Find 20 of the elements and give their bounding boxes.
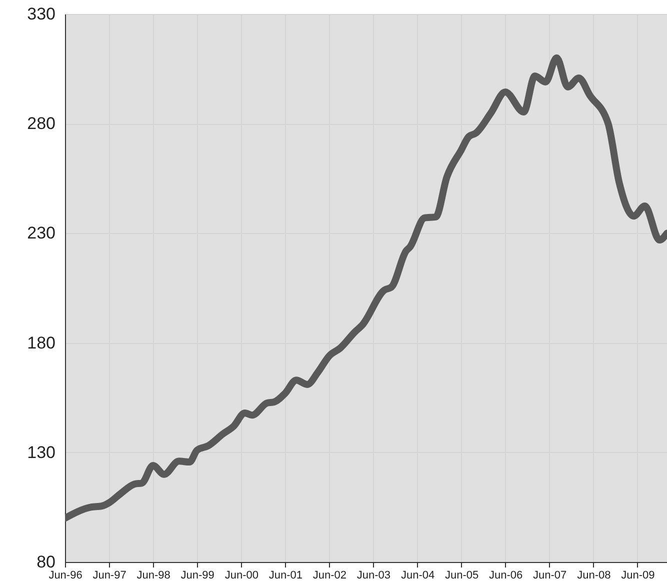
y-tick-label: 330: [27, 4, 56, 24]
x-tick-label: Jun-00: [224, 570, 258, 582]
x-tick-label: Jun-01: [268, 570, 302, 582]
y-tick-label: 80: [36, 552, 56, 572]
x-tick-label: Jun-02: [312, 570, 346, 582]
y-tick-label: 280: [27, 114, 56, 134]
x-tick-label: Jun-98: [136, 570, 170, 582]
x-tick-label: Jun-04: [400, 570, 435, 582]
x-tick-label: Jun-03: [356, 570, 390, 582]
y-tick-label: 230: [27, 224, 56, 243]
y-tick-label: 180: [27, 333, 56, 352]
x-tick-label: Jun-06: [488, 570, 523, 582]
x-tick-label: Jun-09: [621, 570, 655, 582]
x-tick-label: Jun-97: [92, 570, 126, 582]
x-tick-label: Jun-08: [577, 570, 611, 582]
x-tick-label: Jun-99: [180, 570, 214, 582]
y-tick-label: 130: [27, 442, 56, 462]
x-tick-label: Jun-05: [444, 570, 479, 582]
x-tick-label: Jun-96: [48, 570, 82, 582]
x-tick-label: Jun-07: [533, 570, 567, 582]
